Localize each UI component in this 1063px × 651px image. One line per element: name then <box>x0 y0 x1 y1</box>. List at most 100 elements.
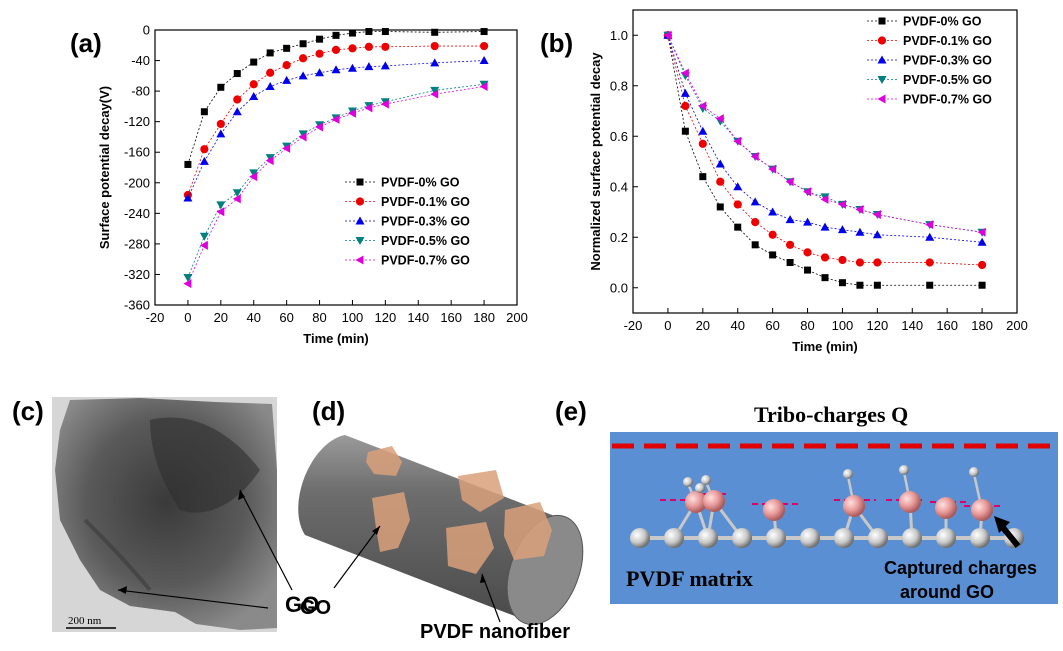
data-point <box>480 28 488 36</box>
data-point <box>232 194 241 204</box>
series-line <box>187 86 485 284</box>
panel-label-e: (e) <box>555 396 587 426</box>
data-point <box>216 201 226 210</box>
data-point <box>216 129 226 138</box>
data-point <box>698 101 707 111</box>
data-point <box>785 240 795 249</box>
legend-label: PVDF-0.1% GO <box>381 195 470 209</box>
tem-image: 200 nm <box>52 397 293 632</box>
series-line <box>187 45 485 196</box>
x-tick-label: 120 <box>375 310 397 325</box>
data-point <box>348 44 357 53</box>
tem-wrinkle <box>83 518 152 592</box>
legend-label: PVDF-0.3% GO <box>903 54 992 68</box>
x-tick-label: 0 <box>184 310 191 325</box>
data-point <box>364 42 374 51</box>
data-point <box>785 215 795 224</box>
y-tick-label: -160 <box>124 145 150 160</box>
data-point <box>199 156 209 165</box>
data-point <box>380 99 389 109</box>
series-2 <box>183 56 489 202</box>
carbon-atom <box>970 528 990 548</box>
x-axis-label: Time (min) <box>303 331 369 346</box>
data-point <box>681 127 689 135</box>
panel-label-b: (b) <box>540 28 573 58</box>
x-tick-label: 160 <box>440 310 462 325</box>
legend-marker <box>356 178 364 186</box>
carbon-atom <box>936 528 956 548</box>
data-point <box>733 200 742 209</box>
data-point <box>365 28 373 36</box>
data-point <box>803 248 812 257</box>
go-flake <box>504 502 552 560</box>
data-point <box>331 65 341 74</box>
captured-charges-line2: around GO <box>900 582 994 602</box>
y-tick-label: 0.2 <box>610 230 628 245</box>
data-point <box>347 63 357 72</box>
x-tick-label: 20 <box>214 310 228 325</box>
plot-frame <box>632 9 1018 314</box>
y-tick-label: 0.0 <box>610 280 628 295</box>
data-point <box>265 156 274 166</box>
scale-bar-label: 200 nm <box>68 615 102 627</box>
tribo-charges-title: Tribo-charges Q <box>754 402 908 427</box>
carbon-atom <box>766 528 786 548</box>
fluorine-atom <box>703 490 725 512</box>
legend-marker <box>355 197 365 206</box>
data-point <box>430 58 440 67</box>
data-point <box>838 255 847 265</box>
go-arrowhead <box>372 526 380 535</box>
hydrogen-atom <box>843 469 853 479</box>
data-point <box>699 173 707 181</box>
data-point <box>348 29 356 37</box>
tem-arrow-1 <box>239 489 293 591</box>
tem-arrowhead-1 <box>238 490 245 500</box>
fluorine-atom <box>971 499 993 521</box>
y-tick-label: -200 <box>124 175 150 190</box>
legend-marker <box>355 255 364 265</box>
carbon-atom <box>630 528 650 548</box>
data-point <box>926 281 934 289</box>
data-point <box>199 240 208 250</box>
data-point <box>249 169 259 178</box>
x-tick-label: 140 <box>901 318 923 333</box>
fluorine-atom <box>685 491 707 513</box>
x-tick-label: 60 <box>279 310 293 325</box>
x-axis-label: Time (min) <box>792 339 858 354</box>
data-point <box>232 107 242 116</box>
go-arrow <box>333 525 381 589</box>
data-point <box>200 108 208 116</box>
fluorine-atom <box>843 495 865 517</box>
data-point <box>838 279 846 287</box>
data-point <box>265 154 275 163</box>
tem-arrowhead-2 <box>118 586 127 594</box>
data-point <box>734 223 742 231</box>
data-point <box>751 241 759 249</box>
legend: PVDF-0% GO PVDF-0.1% GO PVDF-0.3% GO PVDF-0… <box>345 176 470 268</box>
pvdf-matrix-label: PVDF matrix <box>626 566 753 591</box>
data-point <box>200 145 209 154</box>
panel-label-a: (a) <box>70 28 102 58</box>
legend-marker <box>878 17 886 25</box>
data-point <box>803 217 813 226</box>
data-point <box>698 126 708 135</box>
data-point <box>431 28 439 36</box>
carbon-atom <box>902 528 922 548</box>
x-tick-label: 120 <box>867 318 889 333</box>
y-tick-label: -240 <box>124 206 150 221</box>
data-point <box>804 266 812 274</box>
data-point <box>331 114 340 124</box>
legend-label: PVDF-0.5% GO <box>381 234 470 248</box>
captured-charges-line1: Captured charges <box>884 558 1037 578</box>
data-point <box>430 86 440 95</box>
data-point <box>183 193 193 202</box>
data-point <box>216 207 225 217</box>
data-point <box>282 75 292 84</box>
data-point <box>282 61 291 70</box>
y-tick-label: 0.4 <box>610 179 628 194</box>
data-point <box>768 230 777 239</box>
data-point <box>298 132 307 142</box>
fluorine-atom <box>899 491 921 513</box>
fiber-label: PVDF nanofiber <box>420 621 570 643</box>
x-tick-label: 160 <box>936 318 958 333</box>
